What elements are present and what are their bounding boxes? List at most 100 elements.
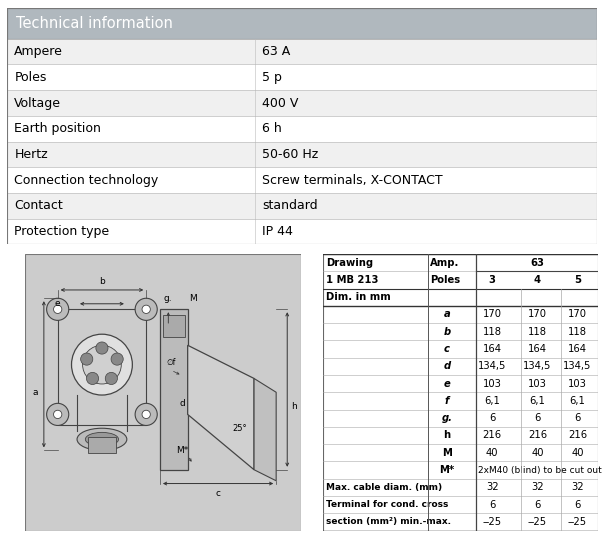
Text: 103: 103 [483,379,501,389]
Text: Connection technology: Connection technology [14,173,159,186]
Bar [7,167,597,193]
Text: g.: g. [164,294,173,303]
Text: e: e [55,299,60,308]
Text: 40: 40 [486,448,498,458]
Text: c: c [444,344,450,354]
Text: 32: 32 [531,482,544,492]
Text: e: e [443,379,450,389]
Text: 6: 6 [535,413,541,423]
Text: 6: 6 [489,499,495,510]
Text: 50-60 Hz: 50-60 Hz [262,148,318,161]
Text: 400 V: 400 V [262,97,298,110]
Text: 6,1: 6,1 [570,396,585,406]
Bar [88,437,116,453]
Text: 134,5: 134,5 [478,361,506,372]
Bar [160,309,188,470]
Circle shape [135,403,157,425]
Circle shape [54,410,62,418]
Text: Contact: Contact [14,199,63,212]
Circle shape [111,353,123,365]
Text: d: d [179,399,185,408]
Text: 5 p: 5 p [262,71,282,84]
Text: a: a [33,388,38,397]
Text: Protection type: Protection type [14,225,109,238]
Bar [58,309,146,425]
Text: 32: 32 [571,482,583,492]
Text: Drawing: Drawing [326,258,373,267]
Text: 216: 216 [568,431,587,440]
Circle shape [142,410,150,418]
Text: ‒25: ‒25 [528,517,547,527]
Text: g.: g. [442,413,452,423]
Text: 40: 40 [571,448,583,458]
Text: Poles: Poles [14,71,47,84]
Bar [7,193,597,219]
Text: ‒25: ‒25 [568,517,587,527]
Text: Dim. in mm: Dim. in mm [326,292,391,302]
Text: Max. cable diam. (mm): Max. cable diam. (mm) [326,483,442,492]
Text: 63 A: 63 A [262,45,290,58]
Circle shape [86,372,98,384]
Text: IP 44: IP 44 [262,225,293,238]
Text: h: h [443,431,451,440]
Bar [7,219,597,244]
Text: 164: 164 [568,344,587,354]
Text: 134,5: 134,5 [523,361,551,372]
Text: h: h [291,402,297,411]
Text: Amp.: Amp. [430,258,460,267]
Text: 103: 103 [568,379,587,389]
Text: ∅f: ∅f [166,358,176,367]
Text: ‒25: ‒25 [483,517,502,527]
Text: Voltage: Voltage [14,97,62,110]
Ellipse shape [85,432,118,446]
Bar [7,116,597,142]
Circle shape [96,342,108,354]
Text: 164: 164 [483,344,502,354]
Text: 170: 170 [483,309,502,320]
Text: 6: 6 [574,413,580,423]
Text: 4: 4 [534,275,541,285]
Text: section (mm²) min.-max.: section (mm²) min.-max. [326,518,451,526]
Text: 63: 63 [530,258,544,267]
Text: Poles: Poles [430,275,460,285]
Text: Ampere: Ampere [14,45,63,58]
Text: 6: 6 [489,413,495,423]
Text: d: d [443,361,451,372]
Text: f: f [445,396,449,406]
Text: 216: 216 [483,431,502,440]
Text: M*: M* [439,465,454,475]
Circle shape [105,372,117,384]
Text: Terminal for cond. cross: Terminal for cond. cross [326,500,448,509]
Text: Earth position: Earth position [14,122,101,135]
Circle shape [71,334,132,395]
Text: 3: 3 [489,275,496,285]
Text: 118: 118 [483,327,502,337]
Circle shape [83,345,121,384]
Polygon shape [254,379,276,481]
Circle shape [142,305,150,314]
Text: c: c [216,489,220,498]
Text: 134,5: 134,5 [563,361,591,372]
Text: 170: 170 [528,309,547,320]
Text: 6,1: 6,1 [530,396,545,406]
Text: b: b [443,327,451,337]
Circle shape [135,298,157,321]
Text: 2xM40 (blind) to be cut out: 2xM40 (blind) to be cut out [478,466,602,475]
Text: Screw terminals, X-CONTACT: Screw terminals, X-CONTACT [262,173,443,186]
Text: 6: 6 [535,499,541,510]
Text: 1 MB 213: 1 MB 213 [326,275,378,285]
Text: b: b [99,277,105,286]
Circle shape [81,353,93,365]
Circle shape [54,305,62,314]
Text: 25°: 25° [232,424,246,433]
Bar [7,142,597,167]
Bar [162,315,185,337]
Text: M*: M* [176,446,188,455]
Text: Hertz: Hertz [14,148,48,161]
Polygon shape [188,345,254,470]
Text: 40: 40 [532,448,544,458]
Text: M: M [442,448,452,458]
Text: 103: 103 [528,379,547,389]
Text: 164: 164 [528,344,547,354]
Text: 170: 170 [568,309,587,320]
